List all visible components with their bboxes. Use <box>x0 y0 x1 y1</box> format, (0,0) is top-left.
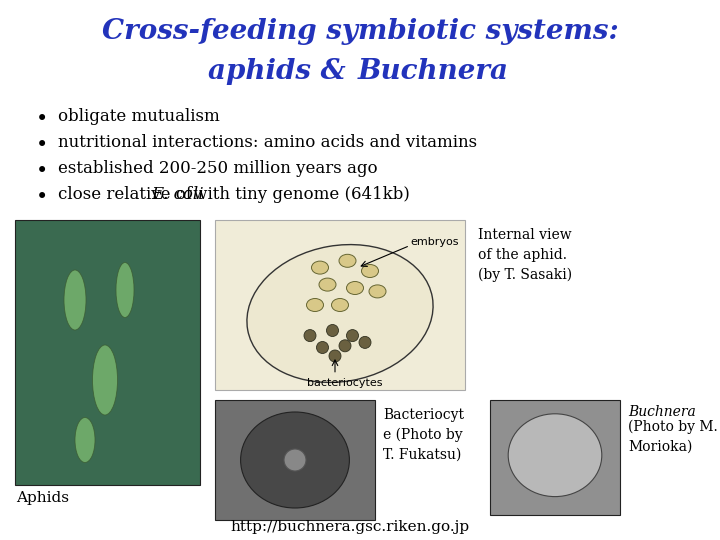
Ellipse shape <box>247 245 433 382</box>
Text: aphids &: aphids & <box>208 58 355 85</box>
Text: with tiny genome (641kb): with tiny genome (641kb) <box>188 186 410 203</box>
Text: Buchnera: Buchnera <box>628 405 696 419</box>
Circle shape <box>284 449 306 471</box>
Text: established 200-250 million years ago: established 200-250 million years ago <box>58 160 377 177</box>
Text: •: • <box>36 187 48 207</box>
Ellipse shape <box>346 281 364 294</box>
Text: Buchnera: Buchnera <box>358 58 509 85</box>
Ellipse shape <box>92 345 117 415</box>
Text: Internal view
of the aphid.
(by T. Sasaki): Internal view of the aphid. (by T. Sasak… <box>478 228 572 281</box>
Text: nutritional interactions: amino acids and vitamins: nutritional interactions: amino acids an… <box>58 134 477 151</box>
Circle shape <box>317 341 328 354</box>
Ellipse shape <box>312 261 328 274</box>
Ellipse shape <box>339 254 356 267</box>
Text: •: • <box>36 161 48 181</box>
Circle shape <box>359 336 371 348</box>
Text: obligate mutualism: obligate mutualism <box>58 108 220 125</box>
Ellipse shape <box>116 262 134 318</box>
Ellipse shape <box>331 299 348 312</box>
Text: Bacteriocyt
e (Photo by
T. Fukatsu): Bacteriocyt e (Photo by T. Fukatsu) <box>383 408 464 462</box>
Text: •: • <box>36 109 48 129</box>
Text: Cross-feeding symbiotic systems:: Cross-feeding symbiotic systems: <box>102 18 618 45</box>
Circle shape <box>329 350 341 362</box>
FancyBboxPatch shape <box>15 220 200 485</box>
Text: E. coli: E. coli <box>151 186 204 203</box>
Ellipse shape <box>240 412 349 508</box>
Circle shape <box>339 340 351 352</box>
Circle shape <box>346 329 359 342</box>
Ellipse shape <box>307 299 323 312</box>
Ellipse shape <box>369 285 386 298</box>
FancyBboxPatch shape <box>490 400 620 515</box>
Text: close relative of: close relative of <box>58 186 197 203</box>
Circle shape <box>304 329 316 342</box>
Text: Aphids: Aphids <box>16 491 69 505</box>
Circle shape <box>326 325 338 336</box>
Text: embryos: embryos <box>410 237 459 247</box>
Text: (Photo by M.
Morioka): (Photo by M. Morioka) <box>628 420 718 454</box>
Ellipse shape <box>64 270 86 330</box>
Ellipse shape <box>319 278 336 291</box>
Text: •: • <box>36 135 48 155</box>
Ellipse shape <box>361 265 379 278</box>
FancyBboxPatch shape <box>215 220 465 390</box>
FancyBboxPatch shape <box>215 400 375 520</box>
Ellipse shape <box>75 417 95 462</box>
Ellipse shape <box>508 414 602 497</box>
Text: bacteriocytes: bacteriocytes <box>307 378 383 388</box>
Text: http://buchnera.gsc.riken.go.jp: http://buchnera.gsc.riken.go.jp <box>230 520 469 534</box>
